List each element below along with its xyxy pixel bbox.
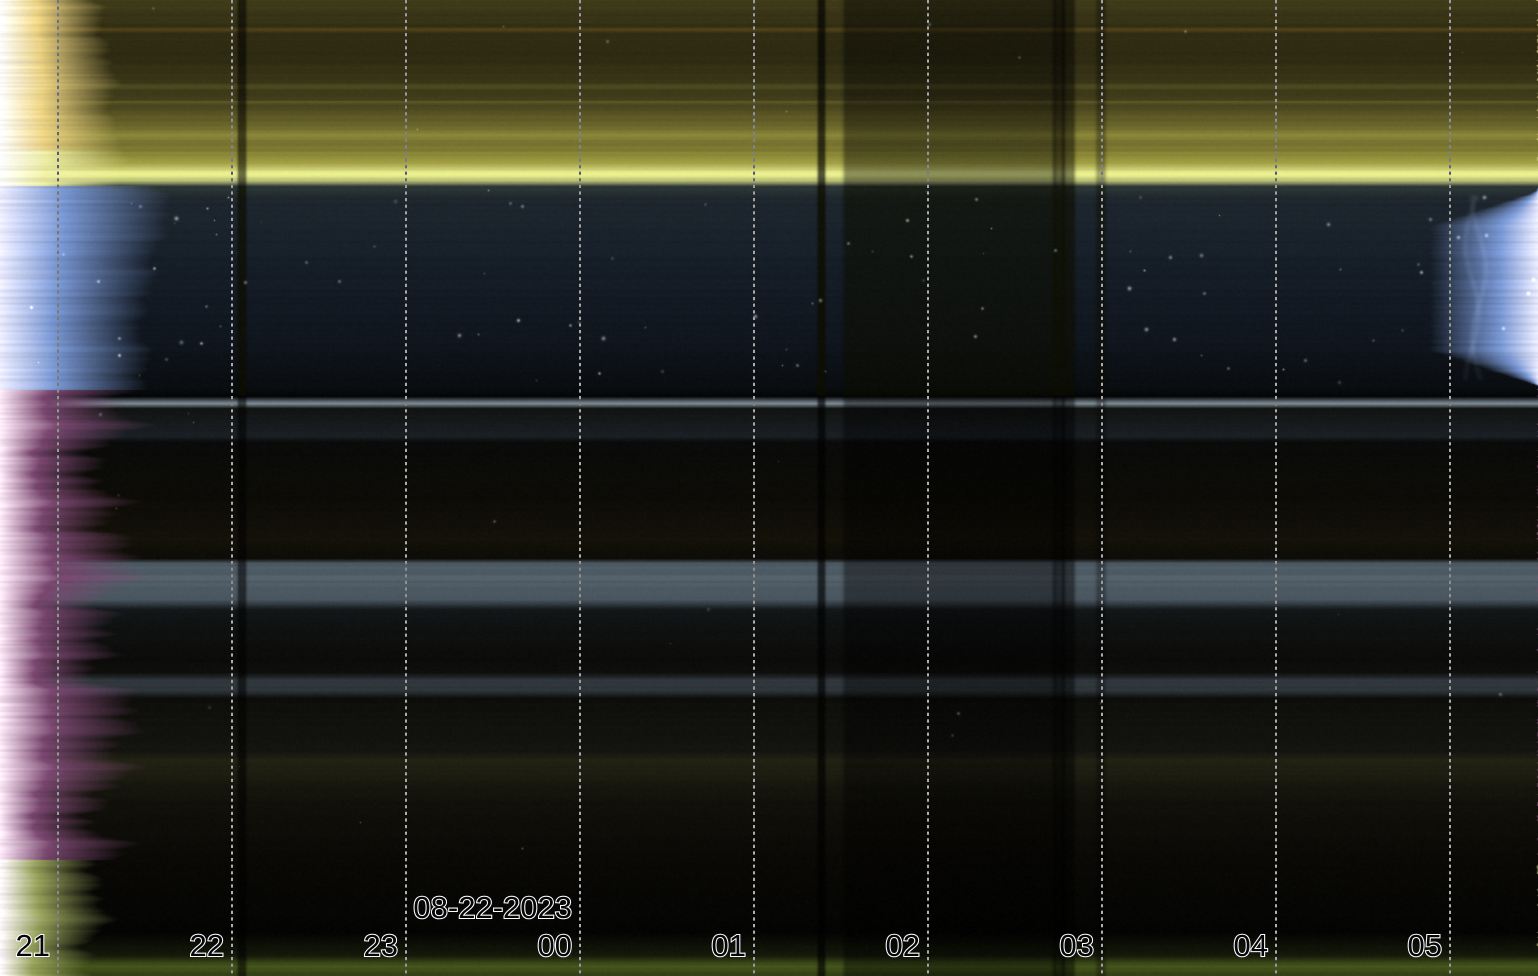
svg-text:04: 04 <box>1234 928 1268 963</box>
svg-text:01: 01 <box>712 928 746 963</box>
svg-text:03: 03 <box>1060 928 1094 963</box>
svg-text:23: 23 <box>364 928 398 963</box>
svg-text:22: 22 <box>190 928 224 963</box>
svg-text:00: 00 <box>538 928 572 963</box>
svg-text:02: 02 <box>886 928 920 963</box>
svg-text:08-22-2023: 08-22-2023 <box>413 890 572 925</box>
svg-text:21: 21 <box>16 928 50 963</box>
svg-text:05: 05 <box>1408 928 1442 963</box>
